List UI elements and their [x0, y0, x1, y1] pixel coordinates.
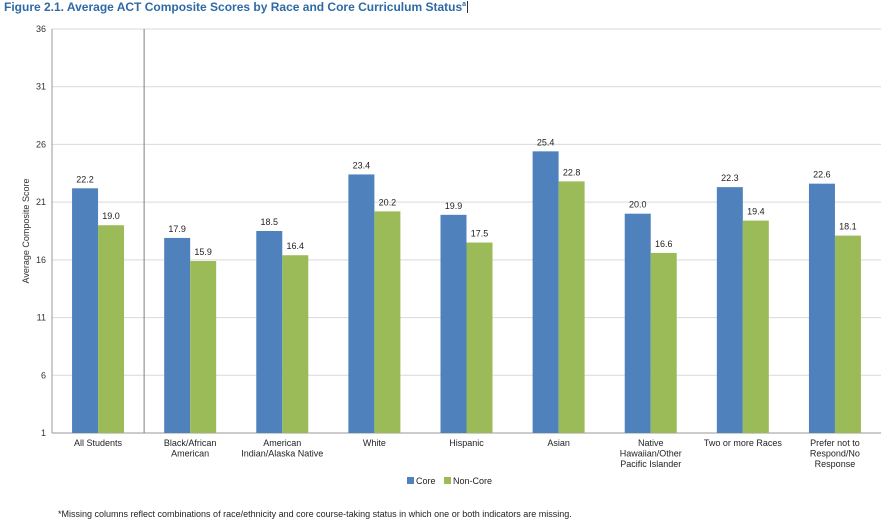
- bar-value-label: 19.4: [747, 207, 765, 217]
- y-tick-label: 21: [36, 197, 46, 207]
- y-tick-label: 26: [36, 139, 46, 149]
- bar-non-core: [374, 211, 401, 433]
- bar-core: [440, 214, 467, 433]
- bar-non-core: [466, 242, 493, 433]
- bar-core: [348, 174, 375, 433]
- bar-value-label: 19.0: [102, 211, 120, 221]
- x-category-label: Prefer not to: [810, 438, 860, 448]
- bar-non-core: [190, 261, 217, 433]
- bar-value-label: 15.9: [194, 247, 212, 257]
- x-category-label: Hawaiian/Other: [620, 449, 682, 459]
- bar-non-core: [650, 252, 677, 433]
- bar-value-label: 16.6: [655, 239, 673, 249]
- x-category-label: All Students: [74, 438, 123, 448]
- bar-value-label: 18.1: [839, 222, 857, 232]
- bar-core: [716, 187, 743, 433]
- x-category-label: Black/African: [164, 438, 217, 448]
- x-category-label: Response: [815, 459, 856, 469]
- y-tick-label: 16: [36, 255, 46, 265]
- x-category-label: Two or more Races: [704, 438, 783, 448]
- bar-non-core: [834, 235, 861, 433]
- x-category-label: Respond/No: [810, 449, 860, 459]
- bar-core: [164, 237, 191, 433]
- x-category-label: Asian: [547, 438, 570, 448]
- bar-value-label: 22.3: [721, 173, 739, 183]
- bar-core: [808, 183, 835, 433]
- legend-label: Core: [416, 476, 436, 486]
- bar-non-core: [742, 220, 769, 433]
- bar-value-label: 22.6: [813, 170, 831, 180]
- bar-value-label: 22.8: [563, 167, 581, 177]
- text-cursor: [467, 1, 469, 13]
- y-tick-label: 31: [36, 82, 46, 92]
- bar-value-label: 16.4: [287, 241, 305, 251]
- bar-non-core: [282, 255, 309, 433]
- bar-value-label: 23.4: [353, 160, 371, 170]
- bar-value-label: 25.4: [537, 137, 555, 147]
- legend-label: Non-Core: [453, 476, 492, 486]
- bar-value-label: 18.5: [261, 217, 279, 227]
- y-tick-label: 11: [37, 313, 46, 323]
- bar-value-label: 17.5: [471, 229, 489, 239]
- bar-value-label: 22.2: [76, 174, 94, 184]
- x-category-label: American: [171, 449, 209, 459]
- x-category-label: Pacific Islander: [620, 459, 681, 469]
- bar-value-label: 19.9: [445, 201, 463, 211]
- y-tick-label: 36: [36, 24, 46, 34]
- bar-non-core: [98, 225, 125, 433]
- y-tick-label: 1: [41, 428, 46, 438]
- x-category-label: Native: [638, 438, 664, 448]
- y-axis-title: Average Composite Score: [21, 179, 31, 284]
- bar-core: [532, 151, 559, 433]
- x-category-label: Hispanic: [449, 438, 484, 448]
- bar-value-label: 20.0: [629, 200, 647, 210]
- x-category-label: American: [263, 438, 301, 448]
- y-tick-label: 6: [41, 370, 46, 380]
- chart-title: Figure 2.1. Average ACT Composite Scores…: [4, 0, 469, 14]
- bar-core: [624, 213, 651, 433]
- bar-core: [256, 231, 283, 433]
- bar-core: [72, 188, 99, 433]
- x-category-label: White: [363, 438, 386, 448]
- legend-swatch-core: [407, 477, 414, 484]
- bar-value-label: 17.9: [168, 224, 186, 234]
- chart-footnote: *Missing columns reflect combinations of…: [58, 509, 572, 519]
- bar-non-core: [558, 181, 585, 433]
- legend-swatch-non-core: [444, 477, 451, 484]
- title-footnote-mark: a: [462, 1, 467, 8]
- chart-title-text: Figure 2.1. Average ACT Composite Scores…: [4, 0, 463, 14]
- x-category-label: Indian/Alaska Native: [241, 449, 323, 459]
- bar-value-label: 20.2: [379, 197, 397, 207]
